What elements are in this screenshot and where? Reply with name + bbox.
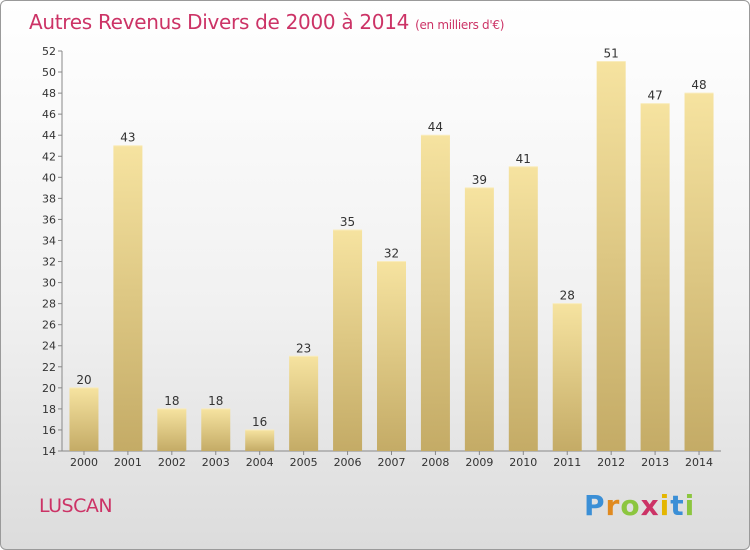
logo-letter: i [684, 489, 696, 522]
y-tick-label: 46 [42, 108, 56, 121]
bar-value-label: 20 [76, 373, 91, 387]
logo-letter: x [640, 489, 660, 522]
y-tick-label: 18 [42, 403, 56, 416]
y-tick-label: 24 [42, 340, 56, 353]
bar [596, 61, 626, 452]
bar [684, 93, 714, 452]
y-tick-label: 32 [42, 256, 56, 269]
bar-value-label: 16 [252, 415, 267, 429]
bar [245, 429, 275, 451]
bar [113, 145, 143, 451]
y-tick-label: 42 [42, 150, 56, 163]
x-tick-label: 2004 [246, 456, 274, 469]
x-tick-label: 2003 [202, 456, 230, 469]
logo-letter: P [584, 489, 606, 522]
y-tick-label: 34 [42, 234, 56, 247]
bar [377, 261, 406, 451]
bar [289, 356, 319, 451]
x-tick-label: 2010 [509, 456, 537, 469]
y-tick-label: 48 [42, 87, 56, 100]
x-tick-label: 2012 [597, 456, 625, 469]
bar-value-label: 28 [560, 289, 575, 303]
bar [420, 135, 450, 452]
bar [201, 408, 231, 451]
x-tick-label: 2011 [553, 456, 581, 469]
logo-letter: t [670, 489, 685, 522]
title-text: Autres Revenus Divers de 2000 à 2014 [29, 10, 410, 34]
x-tick-label: 2013 [641, 456, 669, 469]
y-tick-label: 44 [42, 129, 56, 142]
bar-value-label: 35 [340, 215, 355, 229]
bar-value-label: 43 [120, 131, 135, 145]
x-tick-label: 2008 [421, 456, 449, 469]
bar-value-label: 44 [428, 120, 443, 134]
chart-subtitle: (en milliers d'€) [415, 18, 505, 32]
y-tick-label: 52 [42, 45, 56, 58]
y-tick-label: 26 [42, 319, 56, 332]
y-tick-label: 30 [42, 277, 56, 290]
bar [333, 229, 363, 451]
bar-value-label: 51 [604, 47, 619, 61]
x-tick-label: 2001 [114, 456, 142, 469]
y-tick-label: 14 [42, 445, 56, 458]
proxiti-logo: Proxiti [584, 489, 695, 522]
logo-letter: r [605, 489, 621, 522]
x-tick-label: 2007 [378, 456, 406, 469]
y-tick-label: 22 [42, 361, 56, 374]
bar [69, 387, 99, 451]
bar [157, 408, 187, 451]
bar-value-label: 32 [384, 247, 399, 261]
x-tick-label: 2014 [685, 456, 713, 469]
bar-value-label: 47 [647, 89, 662, 103]
bar [552, 303, 582, 451]
bar-value-label: 18 [164, 394, 179, 408]
x-tick-label: 2005 [290, 456, 318, 469]
bar-value-label: 18 [208, 394, 223, 408]
y-tick-label: 38 [42, 192, 56, 205]
bar [508, 166, 538, 451]
y-tick-label: 20 [42, 382, 56, 395]
bar [640, 103, 670, 451]
y-tick-label: 16 [42, 424, 56, 437]
logo-letter: i [659, 489, 671, 522]
bar-value-label: 41 [516, 152, 531, 166]
bar [464, 187, 494, 451]
y-tick-label: 28 [42, 298, 56, 311]
x-tick-label: 2000 [70, 456, 98, 469]
x-tick-label: 2009 [465, 456, 493, 469]
y-tick-label: 50 [42, 66, 56, 79]
place-name: LUSCAN [39, 495, 113, 517]
logo-letter: o [620, 489, 641, 522]
bar-value-label: 48 [691, 78, 706, 92]
bar-value-label: 39 [472, 173, 487, 187]
y-tick-label: 36 [42, 213, 56, 226]
x-tick-label: 2006 [334, 456, 362, 469]
bar-value-label: 23 [296, 341, 311, 355]
y-tick-label: 40 [42, 171, 56, 184]
chart-title: Autres Revenus Divers de 2000 à 2014 (en … [29, 10, 504, 34]
x-tick-label: 2002 [158, 456, 186, 469]
